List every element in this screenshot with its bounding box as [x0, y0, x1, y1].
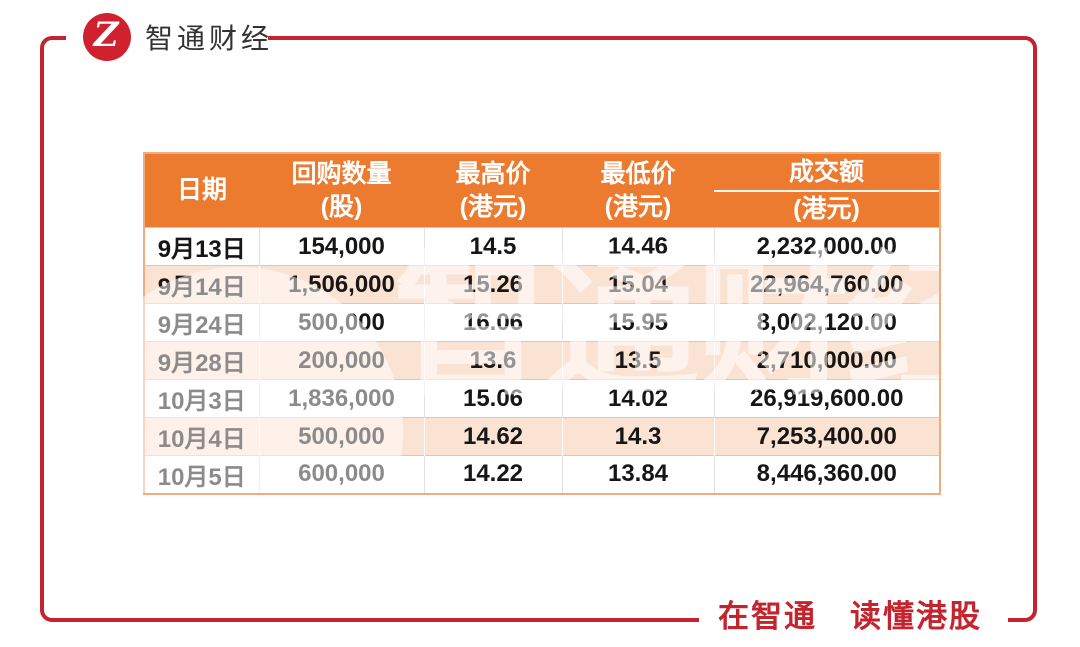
buyback-table: 日期 回购数量 (股) 最高价 (港元) 最低价 (港元) 成交额 (港元) 9月13日 154,… — [143, 152, 941, 495]
date-cell: 10月4日 — [143, 417, 259, 456]
value-cell: 200,000 — [258, 341, 424, 380]
value-cell: 2,232,000.00 — [713, 227, 940, 266]
value-cell: 15.26 — [423, 265, 562, 304]
value-cell: 500,000 — [258, 417, 424, 456]
date-cell: 9月13日 — [143, 227, 259, 266]
zhitong-logo-icon: Z — [83, 13, 131, 61]
footer-slogan: 在智通 读懂港股 — [718, 599, 982, 634]
table-row: 10月3日 1,836,000 15.06 14.02 26,919,600.00 — [143, 379, 940, 418]
column-header: 最高价 (港元) — [424, 153, 562, 228]
value-cell: 15.04 — [561, 265, 714, 304]
value-cell: 14.3 — [561, 417, 714, 456]
column-header: 日期 — [144, 153, 259, 228]
value-cell: 600,000 — [258, 455, 424, 494]
date-cell: 10月5日 — [143, 455, 259, 494]
column-header-label: 日期 — [176, 176, 227, 204]
logo-glyph: Z — [93, 15, 119, 55]
table-row: 9月14日 1,506,000 15.26 15.04 22,964,760.00 — [143, 265, 940, 304]
table-header-row: 日期 回购数量 (股) 最高价 (港元) 最低价 (港元) 成交额 (港元) — [144, 153, 940, 228]
value-cell: 14.02 — [561, 379, 714, 418]
column-header-label: 回购数量 — [291, 159, 392, 188]
date-cell: 10月3日 — [143, 379, 259, 418]
value-cell: 14.62 — [423, 417, 562, 456]
column-header-unit: (股) — [320, 192, 363, 221]
value-cell: 1,836,000 — [258, 379, 424, 418]
frame-top-right-line — [268, 36, 1037, 62]
value-cell: 26,919,600.00 — [713, 379, 940, 418]
column-header: 成交额 (港元) — [714, 153, 940, 228]
column-header-label: 成交额 — [714, 156, 939, 192]
value-cell: 14.5 — [423, 227, 562, 266]
value-cell: 14.22 — [423, 455, 562, 494]
value-cell: 500,000 — [258, 303, 424, 342]
value-cell: 15.06 — [423, 379, 562, 418]
frame-top-left-corner — [40, 36, 66, 62]
value-cell: 8,002,120.00 — [713, 303, 940, 342]
column-header: 回购数量 (股) — [259, 153, 424, 228]
brand-name: 智通财经 — [145, 23, 274, 54]
column-header-unit: (港元) — [459, 192, 527, 221]
value-cell: 2,710,000.00 — [713, 341, 940, 380]
table-row: 9月28日 200,000 13.6 13.5 2,710,000.00 — [143, 341, 940, 380]
frame-bottom-right-corner — [1008, 596, 1037, 622]
value-cell: 7,253,400.00 — [713, 417, 940, 456]
value-cell: 1,506,000 — [258, 265, 424, 304]
table-row: 10月5日 600,000 14.22 13.84 8,446,360.00 — [143, 455, 940, 494]
value-cell: 154,000 — [258, 227, 424, 266]
column-header-unit: (港元) — [793, 194, 860, 223]
column-header-label: 最低价 — [600, 159, 676, 188]
column-header: 最低价 (港元) — [562, 153, 714, 228]
value-cell: 13.84 — [561, 455, 714, 494]
brand-header: Z 智通财经 — [83, 13, 273, 61]
date-cell: 9月24日 — [143, 303, 259, 342]
value-cell: 15.95 — [561, 303, 714, 342]
buyback-table-container: 日期 回购数量 (股) 最高价 (港元) 最低价 (港元) 成交额 (港元) 9月13日 154,… — [143, 152, 941, 495]
value-cell: 13.6 — [423, 341, 562, 380]
date-cell: 9月14日 — [143, 265, 259, 304]
value-cell: 16.06 — [423, 303, 562, 342]
table-row: 10月4日 500,000 14.62 14.3 7,253,400.00 — [143, 417, 940, 456]
column-header-unit: (港元) — [604, 192, 672, 221]
value-cell: 14.46 — [561, 227, 714, 266]
frame-right-line — [1033, 58, 1037, 600]
column-header-label: 最高价 — [455, 159, 531, 188]
value-cell: 13.5 — [561, 341, 714, 380]
table-row: 9月24日 500,000 16.06 15.95 8,002,120.00 — [143, 303, 940, 342]
table-row: 9月13日 154,000 14.5 14.46 2,232,000.00 — [143, 227, 940, 266]
value-cell: 22,964,760.00 — [713, 265, 940, 304]
date-cell: 9月28日 — [143, 341, 259, 380]
value-cell: 8,446,360.00 — [713, 455, 940, 494]
